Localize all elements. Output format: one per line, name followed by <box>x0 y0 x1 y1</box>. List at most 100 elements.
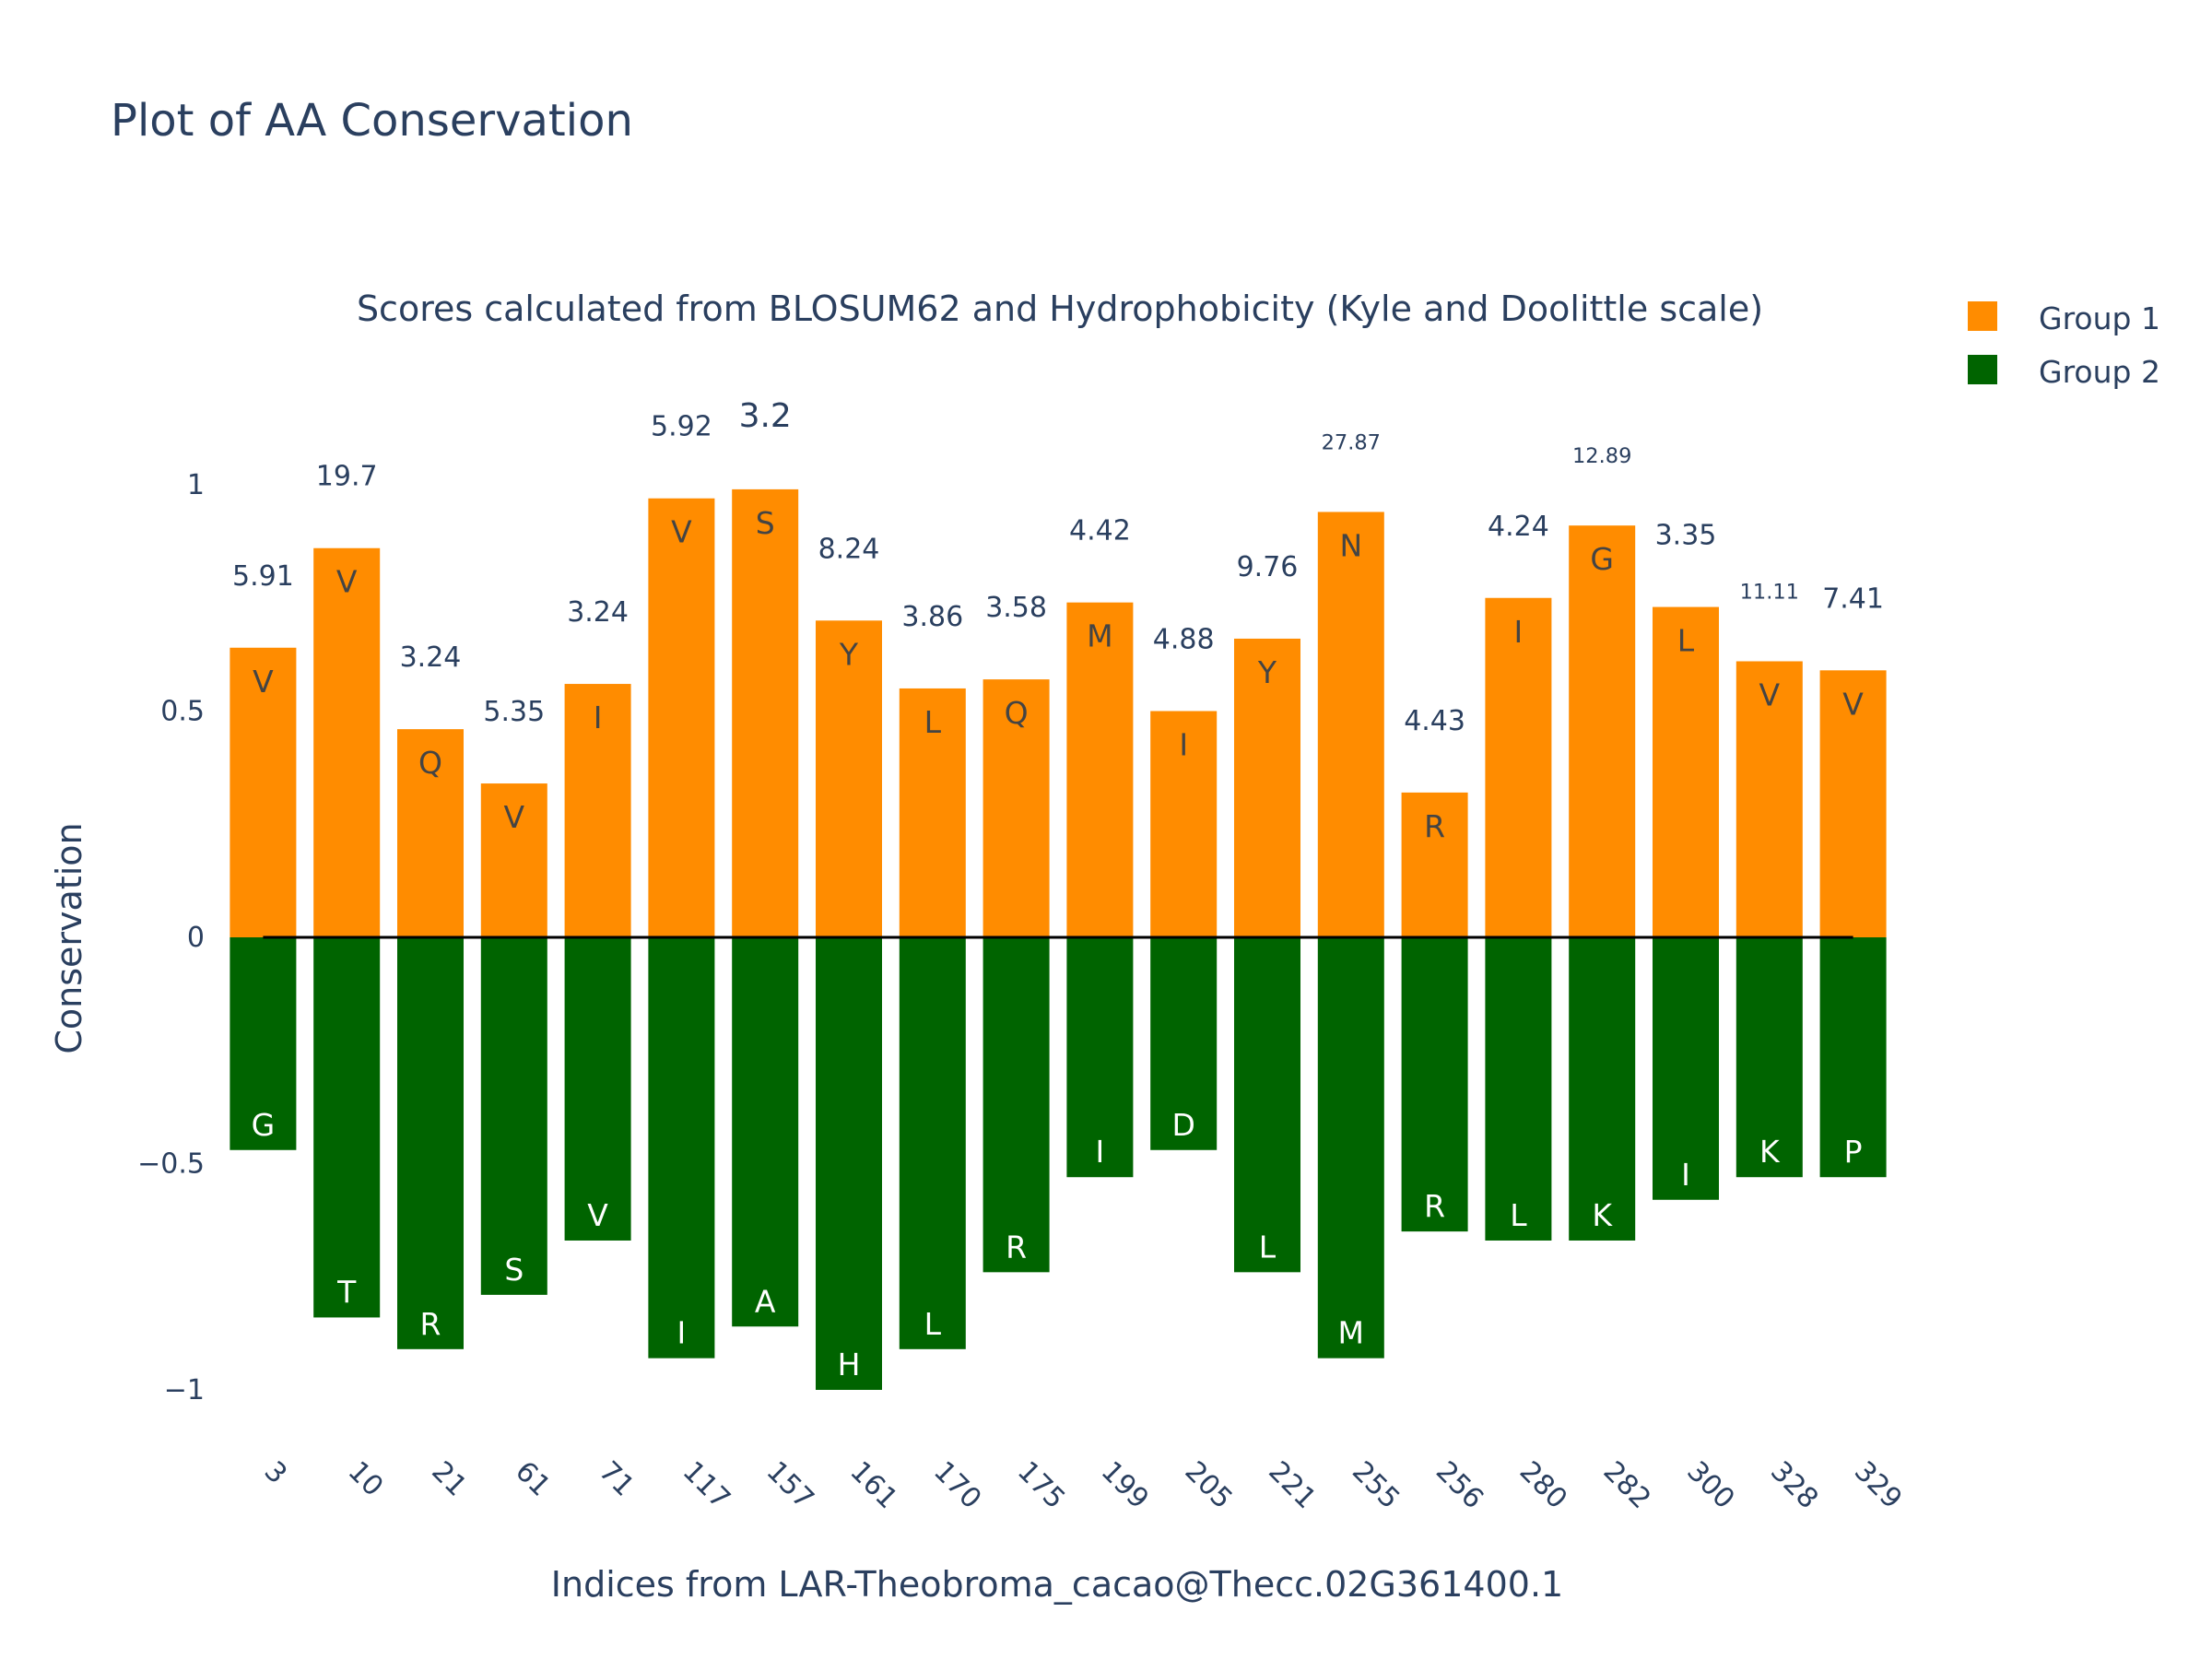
bar-letter-group-1: Y <box>839 636 859 672</box>
bar-letter-group-1: V <box>1842 686 1864 722</box>
y-tick-label: −1 <box>164 1374 205 1406</box>
bar-group-1[interactable] <box>816 620 882 937</box>
bar-letter-group-2: G <box>252 1107 276 1143</box>
bar-group-1[interactable] <box>1150 711 1218 938</box>
bar-letter-group-1: Q <box>418 745 442 781</box>
bar-group-1[interactable] <box>1569 525 1636 937</box>
bar-group-2[interactable] <box>816 937 882 1390</box>
y-axis-ticks: 1 0.5 0 −0.5 −1 <box>137 469 205 1406</box>
bar-group-1[interactable] <box>1317 512 1384 937</box>
bar-group-1[interactable] <box>564 684 631 937</box>
bar-group-1[interactable] <box>648 498 715 937</box>
score-label: 3.58 <box>985 592 1047 624</box>
bar-group-1[interactable] <box>313 547 381 937</box>
bar-letter-group-1: L <box>1677 623 1695 659</box>
bar-group-2[interactable] <box>1735 937 1803 1178</box>
bar-group-2[interactable] <box>1819 937 1887 1178</box>
y-tick-label: −0.5 <box>137 1148 205 1181</box>
score-label: 4.43 <box>1404 705 1465 737</box>
bar-group-1[interactable] <box>732 488 799 937</box>
bar-group-2[interactable] <box>648 937 715 1359</box>
y-axis-title: Conservation <box>49 822 89 1053</box>
score-label: 3.24 <box>400 641 462 674</box>
bar-letter-group-1: L <box>924 704 942 740</box>
bar-letter-group-1: V <box>504 799 525 835</box>
bar-letter-group-1: V <box>1759 677 1781 712</box>
bar-group-1[interactable] <box>1653 606 1719 937</box>
bar-letter-group-1: S <box>756 505 775 541</box>
legend-swatch-group-2[interactable] <box>1968 355 1997 384</box>
bar-group-2[interactable] <box>480 937 547 1295</box>
bar-group-2[interactable] <box>1317 937 1384 1359</box>
y-tick-label: 0.5 <box>160 696 205 728</box>
group-2-bars <box>229 937 1887 1390</box>
score-label: 5.91 <box>232 560 294 593</box>
bar-group-2[interactable] <box>732 937 799 1327</box>
bar-group-1[interactable] <box>1485 597 1552 937</box>
bar-letter-group-1: G <box>1590 541 1614 577</box>
bar-letter-group-1: M <box>1087 618 1112 654</box>
bar-group-1[interactable] <box>1735 661 1803 937</box>
bar-letter-group-2: I <box>1681 1157 1690 1193</box>
bar-group-2[interactable] <box>1234 937 1300 1273</box>
bar-group-2[interactable] <box>1066 937 1134 1178</box>
bar-group-2[interactable] <box>899 937 966 1349</box>
bar-letter-group-1: I <box>1514 614 1524 650</box>
bar-letter-group-2: V <box>587 1197 608 1233</box>
bar-group-1[interactable] <box>1234 638 1300 937</box>
bar-group-2[interactable] <box>1485 937 1552 1241</box>
bar-letter-group-2: I <box>677 1315 687 1351</box>
score-label: 3.24 <box>567 596 629 629</box>
score-label: 11.11 <box>1740 580 1799 604</box>
bar-group-2[interactable] <box>1150 937 1218 1150</box>
bar-letter-group-2: K <box>1759 1134 1781 1170</box>
bar-letter-group-2: L <box>1259 1229 1277 1265</box>
score-label: 3.35 <box>1655 520 1717 552</box>
bar-letter-group-2: S <box>504 1252 524 1288</box>
bar-group-1[interactable] <box>899 688 966 937</box>
bar-letter-group-2: K <box>1592 1197 1613 1233</box>
legend-swatch-group-1[interactable] <box>1968 301 1997 331</box>
score-label: 7.41 <box>1822 582 1884 615</box>
residue-letters: V G V T Q R V S I V V I S A Y H L L Q R M I I D Y L N M R R I L G K L I V K V P <box>252 505 1865 1382</box>
bar-letter-group-2: I <box>1096 1134 1105 1170</box>
bar-group-1[interactable] <box>1819 670 1887 937</box>
score-label: 19.7 <box>316 461 378 493</box>
y-tick-label: 1 <box>187 469 205 501</box>
score-label: 4.88 <box>1153 624 1215 656</box>
bar-group-2[interactable] <box>564 937 631 1241</box>
bar-letter-group-2: P <box>1844 1134 1863 1170</box>
chart-title: Plot of AA Conservation <box>111 95 633 147</box>
score-label: 27.87 <box>1322 430 1381 454</box>
bar-letter-group-1: I <box>1179 727 1188 763</box>
bar-group-1[interactable] <box>229 647 297 937</box>
bar-group-1[interactable] <box>982 679 1050 937</box>
bar-group-1[interactable] <box>1401 792 1468 937</box>
bar-letter-group-1: N <box>1339 527 1362 563</box>
bar-group-2[interactable] <box>313 937 381 1318</box>
legend-label-group-2[interactable]: Group 2 <box>2039 354 2160 390</box>
bar-group-2[interactable] <box>1653 937 1719 1200</box>
group-1-bars <box>229 488 1887 938</box>
bar-group-2[interactable] <box>1569 937 1636 1241</box>
bar-letter-group-1: V <box>671 514 692 550</box>
score-label: 8.24 <box>818 533 880 565</box>
bar-group-2[interactable] <box>397 937 464 1349</box>
legend[interactable]: Group 1 Group 2 <box>1968 300 2160 390</box>
bar-letter-group-2: M <box>1338 1315 1364 1351</box>
bar-group-1[interactable] <box>1066 602 1134 937</box>
bar-letter-group-2: L <box>924 1306 942 1342</box>
bar-letter-group-1: R <box>1424 808 1445 844</box>
bar-group-2[interactable] <box>982 937 1050 1273</box>
bar-group-1[interactable] <box>397 729 464 937</box>
bar-letter-group-2: D <box>1171 1107 1194 1143</box>
bar-group-2[interactable] <box>229 937 297 1150</box>
bar-letter-group-2: R <box>420 1306 441 1342</box>
bar-letter-group-2: L <box>1510 1197 1527 1233</box>
bar-group-2[interactable] <box>1401 937 1468 1232</box>
bar-letter-group-2: R <box>1424 1188 1445 1224</box>
legend-label-group-1[interactable]: Group 1 <box>2039 300 2160 336</box>
bar-group-1[interactable] <box>480 783 547 937</box>
score-label: 4.42 <box>1069 515 1131 547</box>
